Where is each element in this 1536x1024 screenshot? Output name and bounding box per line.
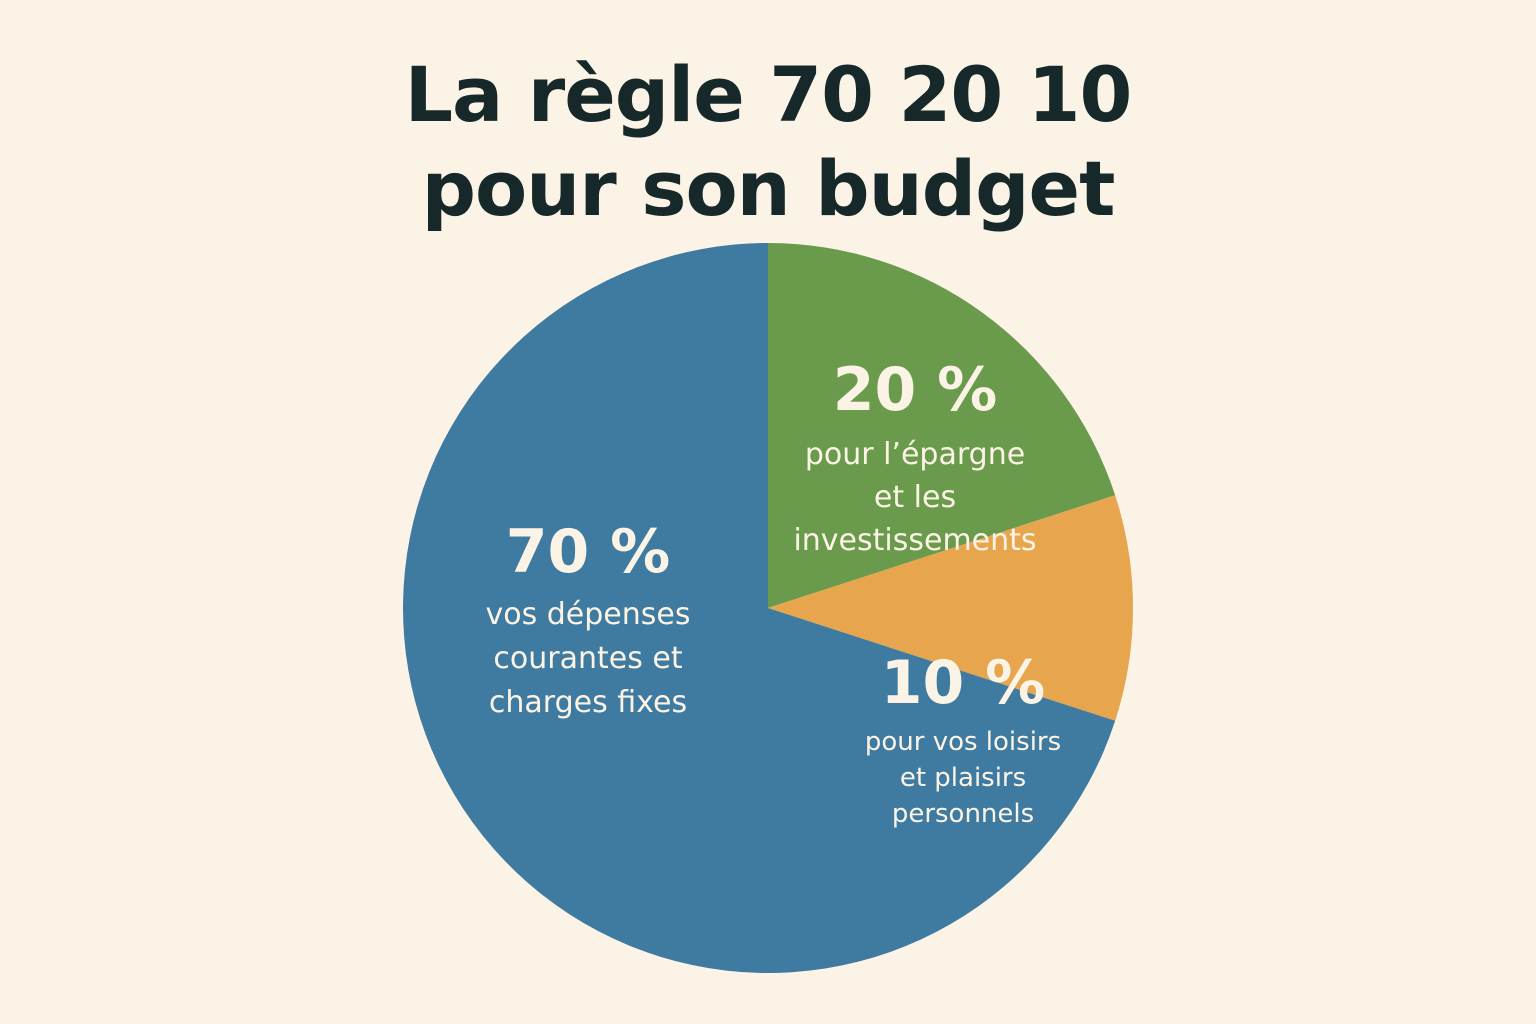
slice-label-20-desc-line-3: investissements [793,523,1036,558]
pie-slice-10 [768,495,1134,721]
chart-title: La règle 70 20 10 pour son budget [0,48,1536,236]
slice-label-20-pct: 20 % [833,355,998,425]
slice-label-20-desc-line-2: et les [874,480,956,515]
slice-label-70-desc-line-1: vos dépenses [485,597,690,632]
slice-label-70-pct: 70 % [506,517,671,587]
slice-label-10-desc-line-2: et plaisirs [900,763,1026,793]
slice-label-70-desc-line-2: courantes et [493,641,682,676]
pie-slice-20 [768,243,1116,608]
pie-slices [403,243,1134,974]
pie-slice-70 [403,243,1116,974]
slice-label-70-desc-line-3: charges fixes [489,685,687,720]
pie-labels: 70 % vos dépenses courantes et charges fixe… [485,355,1061,829]
slice-label-10-desc-line-1: pour vos loisirs [865,727,1061,757]
slice-label-10-pct: 10 % [881,648,1046,718]
chart-title-line-2: pour son budget [421,144,1116,233]
slice-label-10-desc-line-3: personnels [892,799,1034,829]
slice-label-20-desc-line-1: pour l’épargne [805,437,1025,472]
chart-title-line-1: La règle 70 20 10 [404,50,1133,139]
